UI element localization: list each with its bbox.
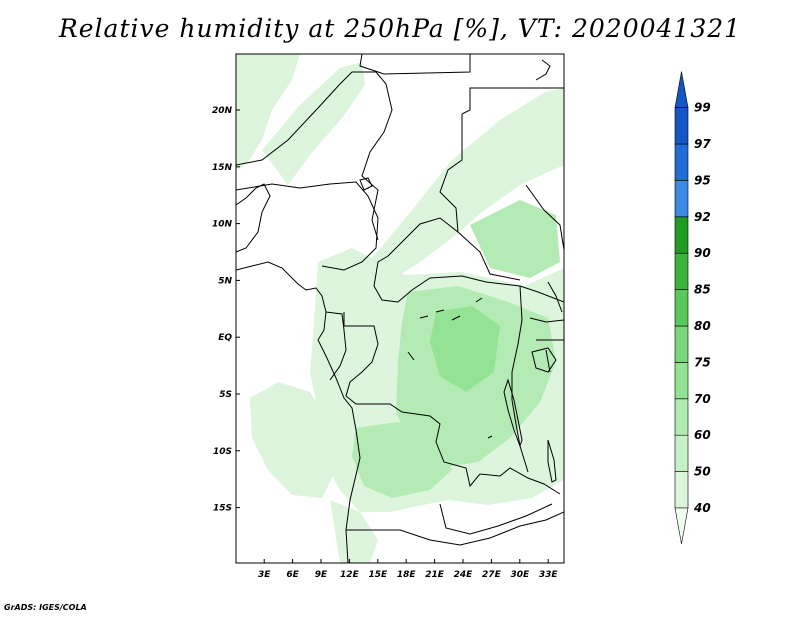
colorbar-label: 92 — [694, 210, 711, 224]
humidity-field — [236, 54, 564, 563]
colorbar-label: 40 — [693, 501, 711, 515]
colorbar-segment — [674, 471, 689, 509]
lon-tick-label: 3E — [258, 570, 271, 580]
colorbar-label: 95 — [694, 173, 711, 187]
colorbar-min-triangle — [674, 507, 689, 545]
humidity-fill-peak — [430, 306, 500, 392]
lon-tick-label: 33E — [539, 570, 559, 580]
colorbar-label: 75 — [694, 355, 711, 369]
lake-tanganyika — [503, 378, 523, 448]
border-sudan-chad — [373, 114, 564, 303]
lon-tick-label: 15E — [368, 570, 388, 580]
map-frame — [235, 53, 565, 564]
colorbar-max-triangle — [674, 71, 689, 108]
lon-tick-label: 9E — [315, 570, 328, 580]
colorbar: 40 50 60 70 75 80 85 90 92 95 97 99 — [674, 71, 711, 545]
border-uganda-kenya — [529, 317, 564, 373]
border-egypt-libya — [359, 54, 471, 75]
humidity-fill-northwest — [236, 54, 300, 170]
lat-tick-label: 15S — [213, 504, 232, 514]
lat-tick-label: EQ — [218, 333, 232, 343]
lat-tick-label: 20N — [212, 106, 233, 116]
lon-tick-label: 30E — [510, 570, 530, 580]
lon-tick-label: 12E — [340, 570, 360, 580]
humidity-fill-southwest-atlantic — [250, 382, 340, 498]
colorbar-segment — [674, 325, 689, 363]
colorbar-label: 99 — [694, 101, 711, 115]
lon-tick-label: 21E — [425, 570, 445, 580]
coastline-gulf-of-guinea — [236, 261, 361, 563]
humidity-fill-core-3 — [470, 200, 560, 278]
credit-label: GrADS: IGES/COLA — [4, 603, 87, 612]
border-egypt-sudan — [461, 87, 564, 115]
lake-chad — [359, 177, 373, 191]
colorbar-label: 85 — [694, 283, 711, 297]
lake-victoria — [531, 347, 557, 373]
lon-tick-label: 24E — [454, 570, 474, 580]
border-congo — [325, 311, 347, 381]
border-car-drc — [343, 312, 561, 495]
humidity-fill-sahel-band — [262, 62, 365, 185]
colorbar-segment — [674, 398, 689, 436]
humidity-fill-core-2 — [352, 422, 452, 498]
humidity-fill-northeast-band — [372, 88, 564, 280]
colorbar-segment — [674, 143, 689, 181]
colorbar-segment — [674, 434, 689, 472]
colorbar-label: 50 — [694, 465, 711, 479]
border-south-sudan — [457, 231, 521, 281]
colorbar-label: 70 — [694, 392, 711, 406]
colorbar-label: 90 — [694, 246, 711, 260]
lon-tick-label: 18E — [397, 570, 417, 580]
coast-east-africa — [535, 59, 563, 313]
colorbar-segment — [674, 216, 689, 254]
colorbar-segment — [674, 252, 689, 290]
lat-tick-label: 10S — [213, 447, 232, 457]
humidity-fill-south-tail — [330, 500, 378, 563]
lat-tick-label: 15N — [212, 163, 233, 173]
colorbar-segment — [674, 362, 689, 400]
colorbar-segment — [674, 180, 689, 218]
border-zambia — [439, 503, 553, 535]
lat-tick-label: 5S — [219, 390, 232, 400]
colorbar-segment — [674, 289, 689, 327]
border-nigeria-chad — [236, 181, 379, 271]
lon-tick-label: 6E — [286, 570, 299, 580]
border-drc-east — [511, 285, 529, 473]
lake-malawi — [547, 439, 557, 483]
river-islands — [407, 297, 493, 439]
border-sahara — [236, 71, 393, 241]
colorbar-label: 60 — [694, 428, 711, 442]
latitude-axis: 20N 15N 10N 5N EQ 5S 10S 15S — [212, 106, 240, 514]
colorbar-label: 97 — [694, 137, 711, 151]
country-borders — [236, 54, 564, 563]
colorbar-segment — [674, 107, 689, 145]
longitude-axis: 3E 6E 9E 12E 15E 18E 21E 24E 27E 30E 33E — [258, 559, 558, 580]
lon-tick-label: 27E — [482, 570, 502, 580]
border-ethiopia — [525, 184, 564, 251]
border-angola-zambia — [346, 511, 564, 546]
colorbar-label: 80 — [694, 319, 711, 333]
lat-tick-label: 10N — [212, 220, 233, 230]
map-title: Relative humidity at 250hPa [%], VT: 202… — [58, 14, 742, 43]
coastline-north-west — [236, 183, 271, 253]
lat-tick-label: 5N — [218, 276, 232, 286]
